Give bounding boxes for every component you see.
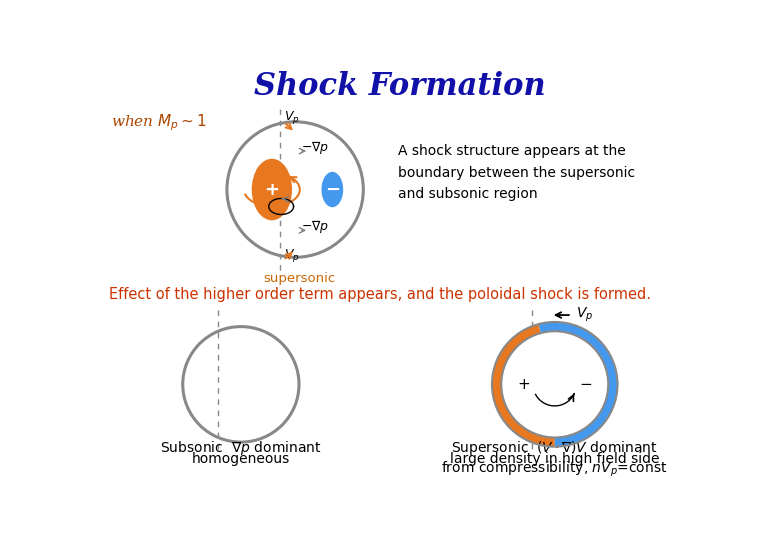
Text: Subsonic  $\nabla p$ dominant: Subsonic $\nabla p$ dominant (160, 439, 321, 457)
Wedge shape (492, 324, 555, 447)
Text: homogeneous: homogeneous (192, 452, 290, 466)
Text: $-\nabla p$: $-\nabla p$ (301, 218, 329, 235)
Wedge shape (541, 331, 608, 437)
Text: +: + (264, 180, 279, 199)
Text: supersonic: supersonic (263, 272, 335, 285)
Text: A shock structure appears at the
boundary between the supersonic
and subsonic re: A shock structure appears at the boundar… (399, 144, 636, 201)
Ellipse shape (252, 159, 292, 220)
Text: $V_p$: $V_p$ (283, 109, 300, 126)
Text: $V_p$: $V_p$ (576, 306, 593, 324)
Ellipse shape (321, 172, 343, 207)
Text: when $M_p \sim 1$: when $M_p \sim 1$ (112, 112, 207, 133)
Text: +: + (517, 377, 530, 392)
Text: −: − (324, 180, 340, 199)
Wedge shape (538, 322, 618, 447)
Text: Supersonic  $(V \cdot \nabla)V$ dominant: Supersonic $(V \cdot \nabla)V$ dominant (452, 439, 658, 457)
Text: $V_p$: $V_p$ (283, 247, 300, 264)
Wedge shape (502, 333, 555, 437)
Circle shape (502, 332, 608, 437)
Text: −: − (580, 377, 592, 392)
Text: $-\nabla p$: $-\nabla p$ (301, 139, 329, 157)
Text: from compressibility, $nV_p$=const: from compressibility, $nV_p$=const (441, 460, 668, 480)
Text: large density in high field side: large density in high field side (450, 452, 660, 466)
Text: Effect of the higher order term appears, and the poloidal shock is formed.: Effect of the higher order term appears,… (109, 287, 651, 302)
Text: Shock Formation: Shock Formation (254, 71, 545, 102)
